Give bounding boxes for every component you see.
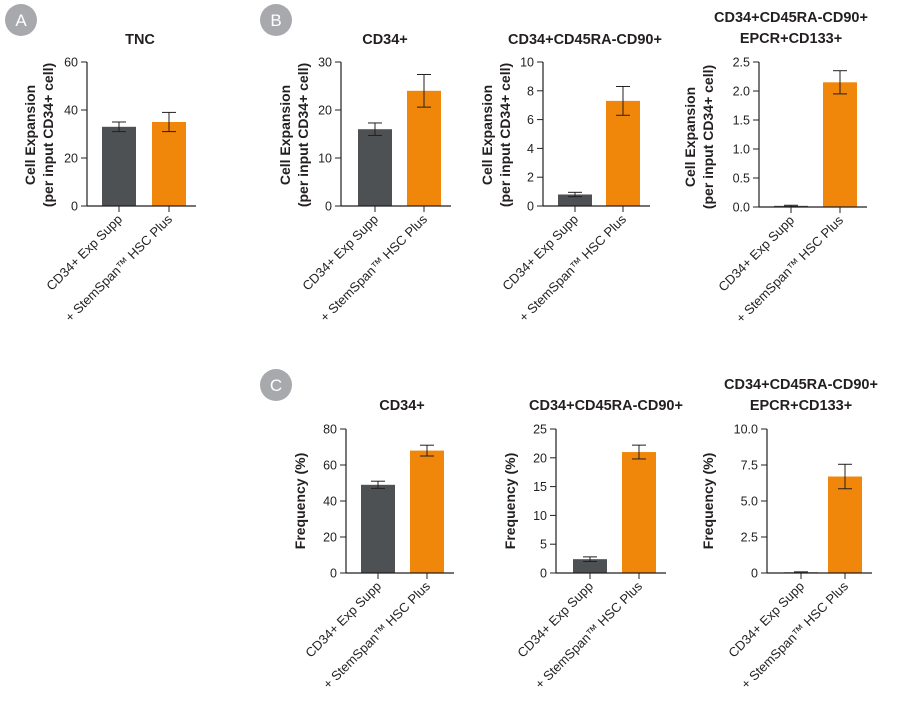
y-tick-label: 40 — [64, 104, 78, 118]
y-tick-label: 30 — [318, 56, 332, 70]
y-tick-label: 0.0 — [733, 201, 750, 215]
chart-title: CD34+ — [362, 32, 408, 48]
panel-badge-circle — [260, 4, 292, 36]
y-axis-label-line: Cell Expansion — [682, 87, 698, 187]
y-tick-label: 6 — [527, 113, 534, 127]
bar — [828, 476, 862, 573]
y-tick-label: 2.5 — [741, 531, 758, 545]
chart-title: EPCR+CD133+ — [740, 31, 842, 47]
panel-label: A — [15, 11, 27, 30]
bar — [102, 126, 136, 206]
bar — [358, 129, 392, 206]
panel-label: C — [270, 376, 282, 395]
y-tick-label: 10 — [533, 509, 547, 523]
chart-title: CD34+CD45RA-CD90+ — [529, 398, 683, 414]
bar — [573, 559, 607, 573]
y-axis-label: Frequency (%) — [292, 453, 308, 549]
y-tick-label: 0 — [71, 200, 78, 214]
chart-2: CD34+ Cell Expansion (per input CD34+ cell… — [277, 32, 451, 325]
bar — [361, 484, 395, 573]
y-axis-label: Cell Expansion (per input CD34+ cell) — [22, 63, 56, 207]
y-tick-label: 1.5 — [733, 114, 750, 128]
y-axis-label: Cell Expansion (per input CD34+ cell) — [479, 63, 513, 207]
bar — [558, 194, 592, 206]
y-axis-label: Frequency (%) — [700, 453, 716, 549]
panel-badge-circle — [5, 4, 37, 36]
y-tick-label: 10 — [318, 152, 332, 166]
panel-badge-b: B — [260, 4, 292, 36]
y-tick-label: 20 — [318, 104, 332, 118]
bar — [823, 82, 857, 207]
chart-title: CD34+CD45RA-CD90+ — [724, 377, 878, 393]
y-tick-label: 5.0 — [741, 495, 758, 509]
y-tick-label: 25 — [533, 423, 547, 437]
y-axis-label-line: (per input CD34+ cell) — [497, 63, 513, 207]
y-tick-label: 10 — [520, 56, 534, 70]
y-axis-label: Cell Expansion (per input CD34+ cell) — [277, 63, 311, 207]
y-axis-label: Frequency (%) — [502, 453, 518, 549]
y-tick-label: 2.5 — [733, 56, 750, 70]
chart-title: CD34+CD45RA-CD90+ — [714, 10, 868, 26]
y-axis-label-line: (per input CD34+ cell) — [700, 65, 716, 209]
chart-7: CD34+CD45RA-CD90+ EPCR+CD133+ Frequency (%… — [700, 377, 878, 692]
panel-badge-circle — [260, 369, 292, 401]
bar — [407, 90, 441, 206]
chart-title: TNC — [125, 32, 155, 48]
bar — [410, 450, 444, 573]
y-tick-label: 7.5 — [741, 459, 758, 473]
y-tick-label: 0 — [330, 567, 337, 581]
y-axis-label-line: (per input CD34+ cell) — [295, 63, 311, 207]
y-tick-label: 20 — [323, 531, 337, 545]
y-tick-label: 0.5 — [733, 172, 750, 186]
y-tick-label: 80 — [323, 423, 337, 437]
chart-title: CD34+CD45RA-CD90+ — [508, 32, 662, 48]
panel-badge-a: A — [5, 4, 37, 36]
y-tick-label: 10.0 — [734, 423, 758, 437]
y-tick-label: 20 — [533, 451, 547, 465]
bar — [622, 452, 656, 573]
chart-title: EPCR+CD133+ — [750, 398, 852, 414]
y-axis-label-line: Cell Expansion — [479, 85, 495, 185]
y-tick-label: 40 — [323, 495, 337, 509]
y-tick-label: 0 — [527, 200, 534, 214]
panel-badge-c: C — [260, 369, 292, 401]
x-tick-label: CD34+ Exp Supp — [725, 579, 807, 661]
y-tick-label: 2 — [527, 171, 534, 185]
y-tick-label: 60 — [323, 459, 337, 473]
y-tick-label: 20 — [64, 152, 78, 166]
y-axis-label-line: Cell Expansion — [22, 85, 38, 185]
chart-4: CD34+CD45RA-CD90+ EPCR+CD133+ Cell Expansi… — [682, 10, 868, 326]
y-tick-label: 0 — [751, 567, 758, 581]
bar — [152, 122, 186, 206]
y-axis-label: Cell Expansion (per input CD34+ cell) — [682, 65, 716, 209]
panel-label: B — [270, 11, 281, 30]
chart-6: CD34+CD45RA-CD90+ Frequency (%) 0 5 10 15 20 25… — [502, 398, 683, 692]
y-tick-label: 0 — [325, 200, 332, 214]
y-axis-label-line: (per input CD34+ cell) — [40, 63, 56, 207]
y-tick-label: 0 — [540, 567, 547, 581]
y-tick-label: 15 — [533, 480, 547, 494]
y-axis-label-line: Cell Expansion — [277, 85, 293, 185]
chart-title: CD34+ — [379, 398, 425, 414]
y-tick-label: 5 — [540, 538, 547, 552]
y-tick-label: 60 — [64, 56, 78, 70]
y-tick-label: 1.0 — [733, 143, 750, 157]
y-tick-label: 4 — [527, 142, 534, 156]
y-tick-label: 2.0 — [733, 85, 750, 99]
chart-1: TNC Cell Expansion (per input CD34+ cell) 0… — [22, 32, 196, 325]
y-tick-label: 8 — [527, 84, 534, 98]
bar — [606, 100, 640, 206]
chart-3: CD34+CD45RA-CD90+ Cell Expansion (per inpu… — [479, 32, 662, 325]
